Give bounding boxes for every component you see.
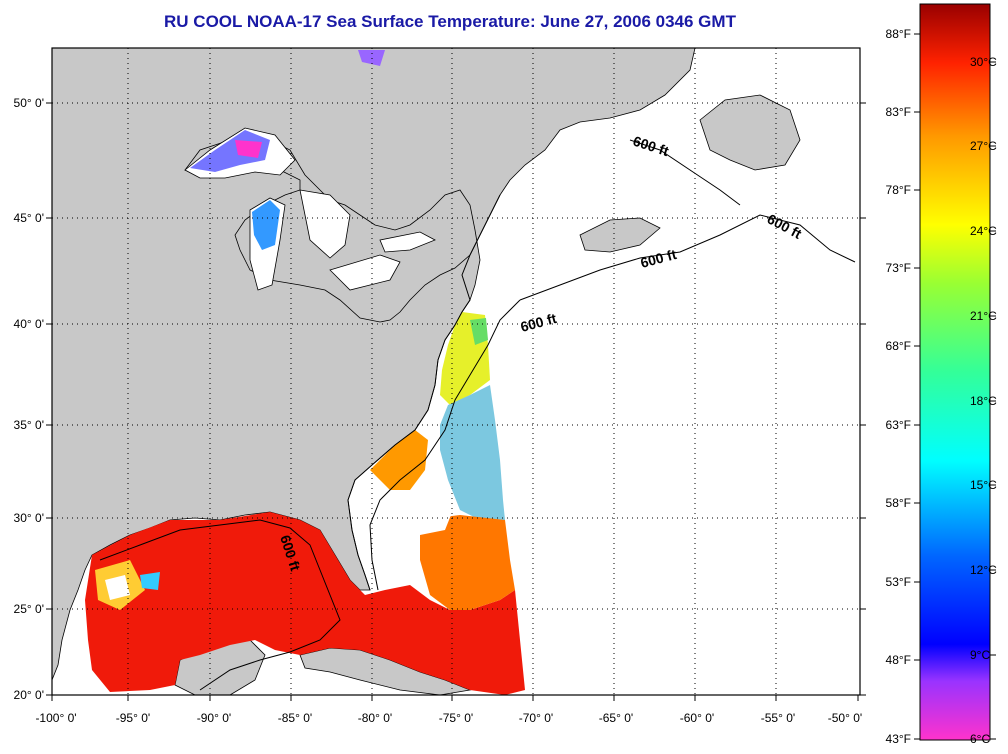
contour-600ft-gulf [99,519,341,691]
contour-600ft-coast [369,299,521,591]
colorbar-c-label: 15°C [970,478,997,492]
lake-erie-ontario [329,231,436,291]
atlantic-sst-orange-south [420,515,515,610]
colorbar-c-label: 30°C [970,55,997,69]
colorbar-f-label: 43°F [886,732,911,746]
lake-superior-sst [190,130,270,172]
colorbar-ticks [914,33,996,740]
lon-axis [51,695,859,701]
gulf-white-patch [105,575,130,600]
colorbar-f-label: 68°F [886,339,911,353]
lon-tick-label: -90° 0' [197,711,231,725]
gulf-sst [85,512,525,695]
lat-tick-label: 20° 0' [14,688,44,702]
colorbar-c-label: 27°C [970,139,997,153]
lon-tick-label: -70° 0' [519,711,553,725]
colorbar-f-label: 88°F [886,27,911,41]
lake-huron [299,189,351,259]
colorbar-c-label: 24°C [970,224,997,238]
lake-michigan-sst [252,200,280,250]
lon-tick-label: -100° 0' [35,711,76,725]
atlantic-sst-orange [370,430,428,490]
colorbar-f-label: 73°F [886,261,911,275]
lake-superior-sst-pink [235,140,262,158]
lon-tick-label: -75° 0' [439,711,473,725]
colorbar-c-label: 9°C [970,648,990,662]
plot-border [51,47,861,696]
colorbar [919,3,991,741]
lat-tick-label: 30° 0' [14,511,44,525]
nova-scotia-land [579,217,661,253]
lat-tick-label: 50° 0' [14,96,44,110]
atlantic-sst-white [405,485,455,535]
colorbar-f-label: 53°F [886,575,911,589]
lat-axis [46,102,866,696]
east-coastline [347,194,501,591]
colorbar-c-label: 18°C [970,394,997,408]
newfoundland-land [699,94,801,171]
colorbar-c-label: 6°C [970,732,990,746]
lon-tick-label: -80° 0' [358,711,392,725]
colorbar-f-label: 58°F [886,496,911,510]
colorbar-f-label: 83°F [886,105,911,119]
atlantic-sst-green [470,318,488,345]
lon-tick-label: -65° 0' [599,711,633,725]
contour-600ft-north [519,214,856,301]
colorbar-f-label: 48°F [886,653,911,667]
lat-tick-label: 45° 0' [14,211,44,225]
lat-tick-label: 35° 0' [14,418,44,432]
contour-600ft-gom [629,139,741,206]
gulf-cyan-patch [140,572,160,590]
lon-tick-label: -55° 0' [761,711,795,725]
map-title: RU COOL NOAA-17 Sea Surface Temperature:… [164,12,736,31]
lon-tick-label: -60° 0' [680,711,714,725]
lon-tick-label: -95° 0' [116,711,150,725]
atlantic-sst-mixed [440,385,505,520]
map-plot [52,48,860,695]
lat-tick-label: 25° 0' [14,602,44,616]
lat-tick-label: 40° 0' [14,317,44,331]
colorbar-f-label: 78°F [886,183,911,197]
lon-tick-label: -85° 0' [278,711,312,725]
lon-tick-label: -50° 0' [828,711,862,725]
colorbar-c-label: 12°C [970,563,997,577]
colorbar-f-label: 63°F [886,418,911,432]
colorbar-c-label: 21°C [970,309,997,323]
